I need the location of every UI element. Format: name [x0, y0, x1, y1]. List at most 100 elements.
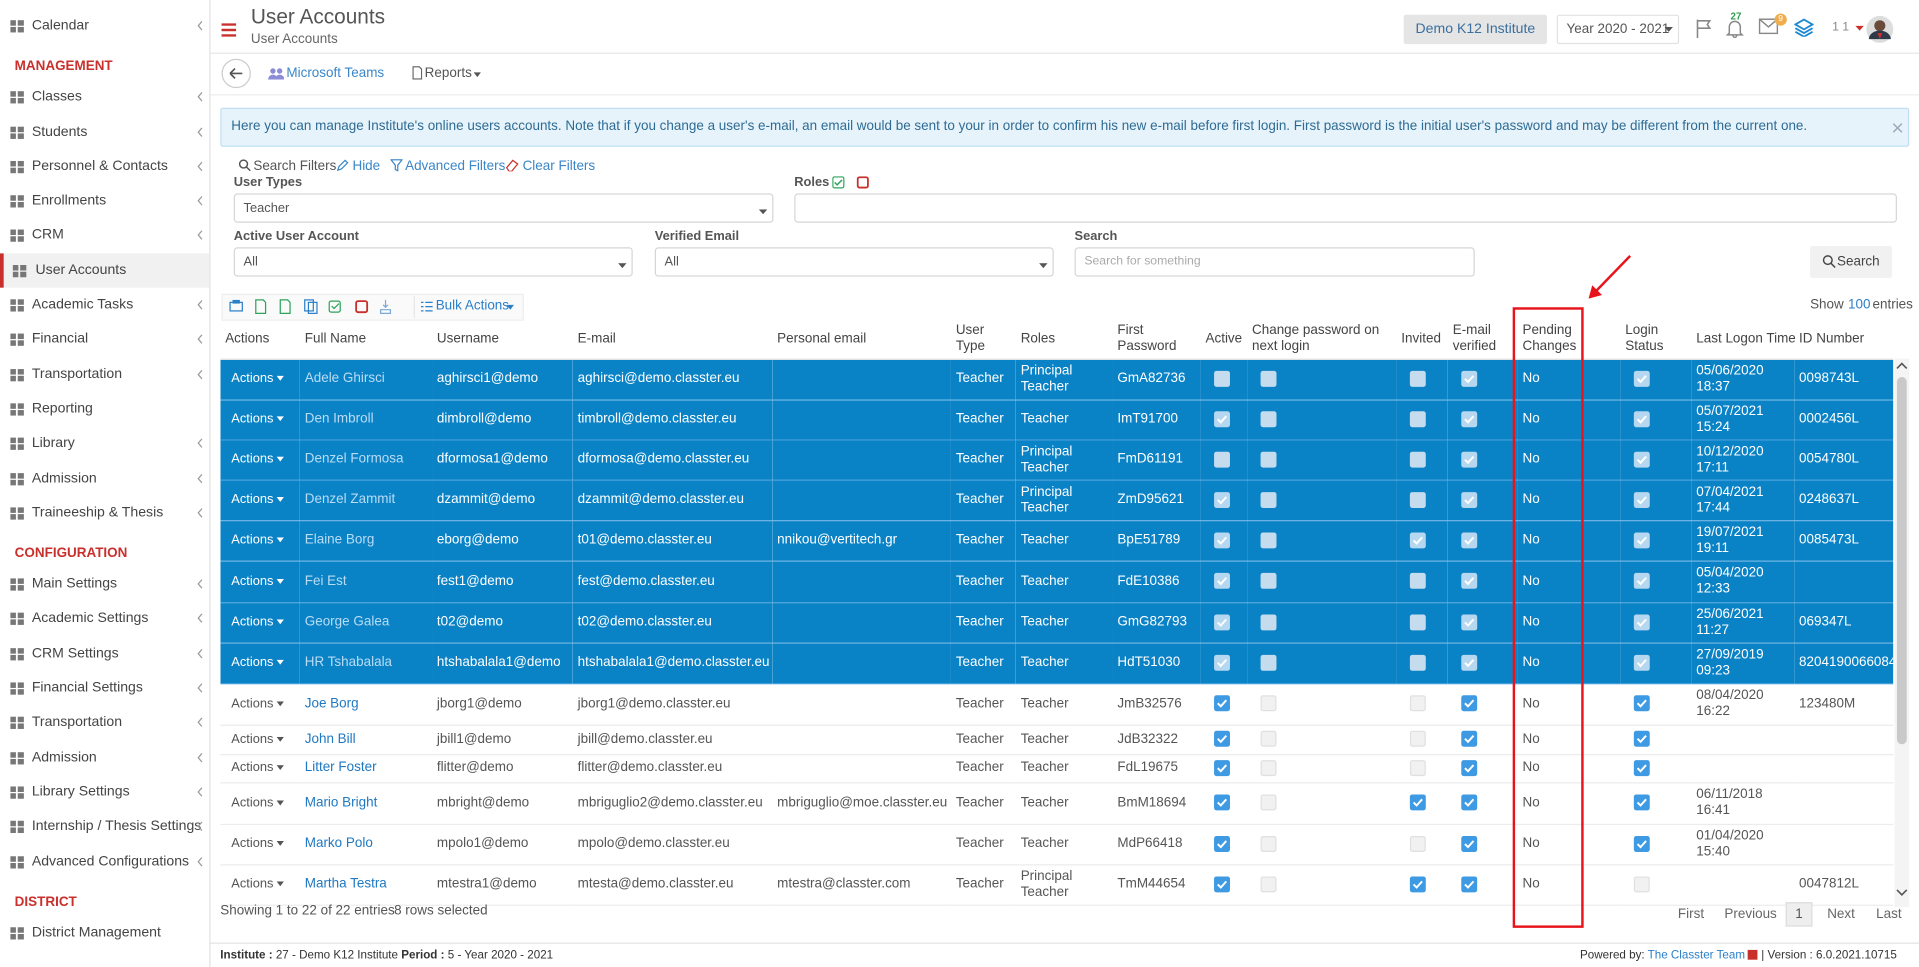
checkbox[interactable] — [1633, 835, 1650, 852]
checkbox[interactable] — [1260, 370, 1277, 387]
row-actions[interactable]: Actions — [231, 492, 274, 507]
checkbox[interactable] — [1214, 794, 1230, 811]
sidebar-item[interactable]: Advanced Configurations — [0, 844, 209, 879]
row-actions[interactable]: Actions — [231, 370, 274, 386]
sidebar-item[interactable]: Traineeship & Thesis — [0, 496, 209, 531]
checkbox[interactable] — [1214, 491, 1230, 508]
sidebar-item[interactable]: Internship / Thesis Settings — [0, 809, 209, 844]
checkbox[interactable] — [1461, 532, 1478, 549]
checkbox[interactable] — [1633, 370, 1650, 387]
checkbox[interactable] — [1409, 573, 1426, 590]
scroll-thumb[interactable] — [1896, 377, 1907, 745]
select-all-icon[interactable] — [832, 176, 845, 189]
sidebar-item[interactable]: Enrollments — [0, 184, 209, 219]
checkbox[interactable] — [1461, 451, 1478, 468]
checkbox[interactable] — [1409, 532, 1426, 549]
table-row[interactable]: Actions George Galea t02@demo t02@demo.clas… — [220, 602, 1894, 644]
table-row[interactable]: Actions Adele Ghirsci aghirsci1@demo aghirs… — [220, 358, 1894, 400]
scroll-up[interactable] — [1896, 361, 1908, 371]
sidebar-item[interactable]: Classes — [0, 80, 209, 115]
row-actions[interactable]: Actions — [231, 836, 274, 851]
checkbox[interactable] — [1260, 654, 1277, 671]
active-select[interactable]: All — [233, 247, 633, 277]
checkbox[interactable] — [1461, 654, 1478, 671]
sidebar-item[interactable]: Library Settings — [0, 775, 209, 810]
user-types-select[interactable]: Teacher — [233, 193, 774, 223]
table-row[interactable]: Actions Den Imbroll dimbroll@demo timbroll@… — [220, 399, 1894, 441]
row-actions[interactable]: Actions — [231, 573, 274, 589]
checkbox[interactable] — [1461, 759, 1478, 776]
roles-input[interactable] — [794, 193, 1897, 223]
table-row[interactable]: Actions Denzel Zammit dzammit@demo dzammit@… — [220, 479, 1894, 521]
row-actions[interactable]: Actions — [231, 876, 274, 892]
sidebar-item[interactable]: Students — [0, 115, 209, 150]
sidebar-item[interactable]: Calendar — [0, 9, 209, 44]
verified-select[interactable]: All — [654, 247, 1054, 277]
teams-link[interactable]: Microsoft Teams — [286, 66, 385, 81]
sidebar-item[interactable]: Transportation — [0, 706, 209, 741]
page-next[interactable]: Next — [1827, 907, 1855, 922]
sidebar-item[interactable]: Academic Settings — [0, 602, 209, 637]
reports-menu[interactable]: Reports — [424, 66, 472, 81]
checkbox[interactable] — [1214, 731, 1230, 748]
checkbox[interactable] — [1633, 731, 1650, 748]
checkbox[interactable] — [1260, 614, 1277, 631]
checkbox[interactable] — [1260, 573, 1277, 590]
sidebar-item[interactable]: Admission — [0, 461, 209, 496]
checkbox[interactable] — [1409, 654, 1426, 671]
checkbox[interactable] — [1461, 731, 1478, 748]
checkbox[interactable] — [1260, 759, 1277, 776]
column-header[interactable]: First Password — [1112, 320, 1201, 360]
clear-filters[interactable]: Clear Filters — [522, 159, 596, 174]
column-header[interactable]: ID Number — [1794, 320, 1894, 360]
checkbox[interactable] — [1461, 695, 1478, 712]
row-actions[interactable]: Actions — [231, 760, 274, 775]
advanced-filters[interactable]: Advanced Filters — [405, 159, 506, 174]
name[interactable]: Den Imbroll — [304, 411, 374, 426]
sidebar-item[interactable]: User Accounts — [0, 253, 210, 288]
name[interactable]: Joe Borg — [304, 695, 359, 711]
column-header[interactable]: Personal email — [772, 320, 951, 360]
year-select[interactable]: Year 2020 - 2021 — [1556, 14, 1680, 45]
checkbox[interactable] — [1461, 491, 1478, 508]
table-row[interactable]: Actions Mario Bright mbright@demo mbrigugli… — [220, 782, 1894, 825]
avatar[interactable] — [1866, 15, 1894, 43]
name[interactable]: Elaine Borg — [304, 532, 375, 548]
checkbox[interactable] — [1214, 876, 1230, 893]
checkbox[interactable] — [1214, 835, 1230, 852]
column-header[interactable]: Last Logon Time — [1691, 320, 1796, 360]
column-header[interactable]: Full Name — [299, 320, 433, 360]
name[interactable]: George Galea — [304, 614, 390, 630]
table-row[interactable]: Actions Litter Foster flitter@demo flitter@… — [220, 754, 1894, 783]
name[interactable]: Adele Ghirsci — [304, 370, 385, 386]
checkbox[interactable] — [1409, 794, 1426, 811]
checkbox[interactable] — [1409, 614, 1426, 631]
table-row[interactable]: Actions HR Tshabalala htshabalala1@demo hts… — [220, 642, 1894, 684]
table-row[interactable]: Actions Joe Borg jborg1@demo jborg1@demo.cl… — [220, 683, 1894, 726]
sidebar-item[interactable]: CRM Settings — [0, 636, 209, 671]
bulk-actions[interactable] — [413, 296, 523, 319]
checkbox[interactable] — [1461, 370, 1478, 387]
checkbox[interactable] — [1214, 451, 1230, 468]
checkbox[interactable] — [1461, 411, 1478, 427]
sidebar-item[interactable]: Admission — [0, 740, 209, 775]
checkbox[interactable] — [1409, 411, 1426, 427]
sidebar-item[interactable]: Main Settings — [0, 567, 209, 602]
back-button[interactable] — [221, 58, 251, 89]
checkbox[interactable] — [1633, 695, 1650, 712]
sidebar-item[interactable]: Financial Settings — [0, 671, 209, 706]
user-name[interactable]: 1 1 — [1832, 20, 1850, 35]
column-header[interactable]: Roles — [1015, 320, 1113, 360]
checkbox[interactable] — [1633, 491, 1650, 508]
checkbox[interactable] — [1214, 654, 1230, 671]
column-header[interactable]: Login Status — [1620, 320, 1692, 360]
deselect-icon[interactable] — [856, 176, 869, 189]
name[interactable]: Fei Est — [304, 573, 347, 589]
checkbox[interactable] — [1214, 532, 1230, 549]
column-header[interactable]: Change password on next login — [1247, 320, 1397, 360]
column-header[interactable]: E-mail verified — [1447, 320, 1518, 360]
checkbox[interactable] — [1260, 411, 1277, 427]
table-row[interactable]: Actions John Bill jbill1@demo jbill@demo.cl… — [220, 724, 1894, 755]
column-header[interactable]: E-mail — [572, 320, 773, 360]
checkbox[interactable] — [1633, 654, 1650, 671]
